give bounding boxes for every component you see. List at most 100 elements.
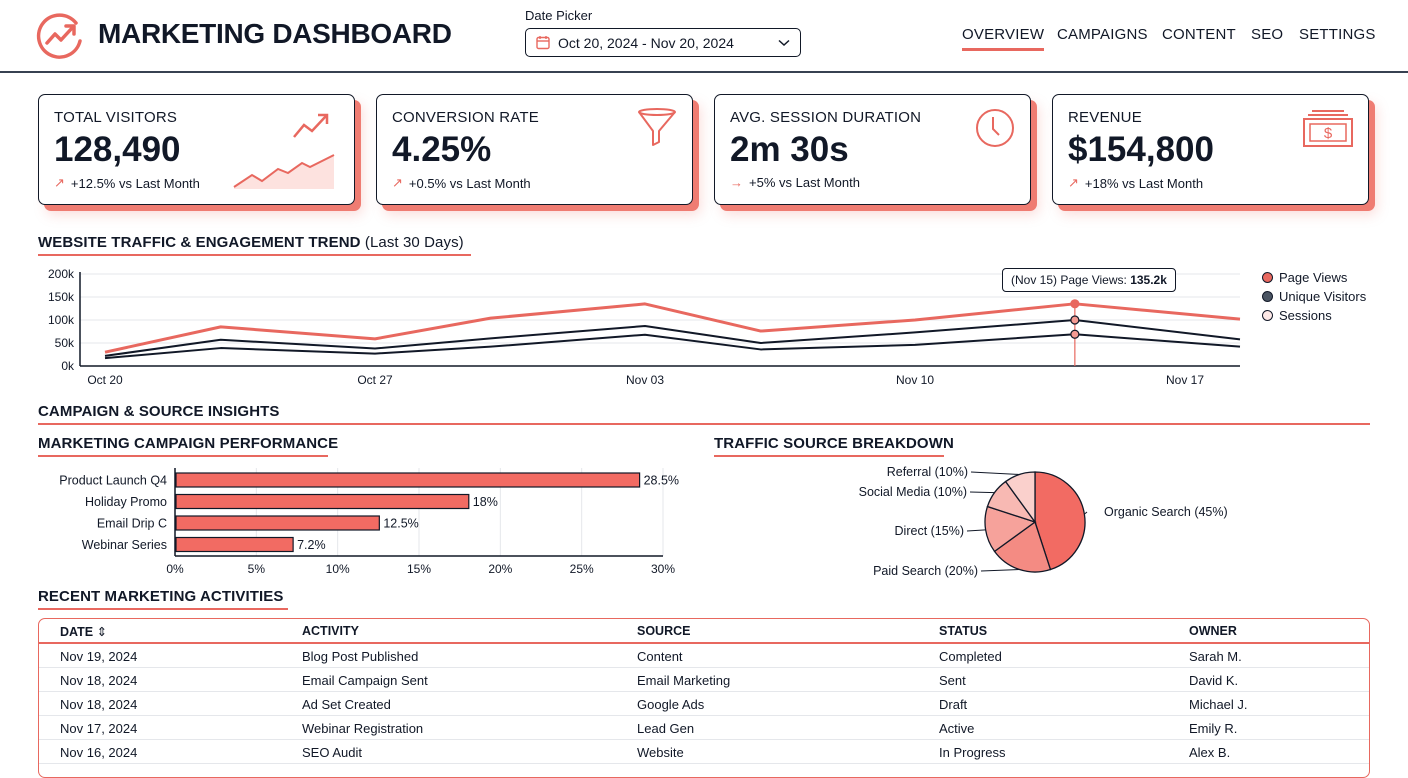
- bar-value-label: 12.5%: [383, 517, 418, 531]
- column-header-date[interactable]: DATE ⇕: [60, 624, 107, 639]
- pie-leader-line: [970, 471, 1020, 475]
- legend-swatch: [1262, 310, 1273, 321]
- kpi-change: +5% vs Last Month: [749, 175, 860, 190]
- pie-label: Paid Search (20%): [873, 564, 978, 578]
- series-line-unique-visitors: [104, 319, 1241, 357]
- cell-source: Website: [637, 745, 684, 760]
- cell-owner: Alex B.: [1189, 745, 1231, 760]
- traffic-source-pie-chart: Organic Search (45%) Paid Search (20%) Dir…: [859, 465, 1228, 578]
- legend-swatch: [1262, 291, 1273, 302]
- column-label: DATE: [60, 625, 94, 639]
- campaign-bar-chart: 0% 5% 10% 15% 20% 25% 30% Product Launch Q4 28.5…: [59, 468, 679, 576]
- cell-source: Content: [637, 649, 683, 664]
- x-tick-label: 25%: [570, 562, 594, 576]
- y-tick-label: 100k: [48, 313, 75, 327]
- cell-date: Nov 19, 2024: [60, 649, 138, 664]
- cell-status: Completed: [939, 649, 1002, 664]
- legend-label: Page Views: [1279, 270, 1348, 285]
- table-row[interactable]: Nov 16, 2024 SEO Audit Website In Progress A…: [39, 740, 1369, 764]
- table-row[interactable]: Nov 18, 2024 Email Campaign Sent Email Mar…: [39, 668, 1369, 692]
- pie-leader-line: [966, 529, 986, 532]
- cell-date: Nov 17, 2024: [60, 721, 138, 736]
- clock-icon: [976, 109, 1014, 147]
- cell-activity: Webinar Registration: [302, 721, 424, 736]
- date-picker[interactable]: Oct 20, 2024 - Nov 20, 2024: [525, 28, 801, 57]
- pie-leader-line: [1084, 511, 1088, 515]
- kpi-value: 2m 30s: [730, 130, 849, 169]
- bar-value-label: 28.5%: [644, 474, 679, 488]
- column-header-source[interactable]: SOURCE: [637, 624, 691, 638]
- kpi-card-total-visitors: TOTAL VISITORS 128,490 ↗ +12.5% vs Last M…: [38, 94, 355, 205]
- cell-source: Google Ads: [637, 697, 705, 712]
- legend-item-sessions[interactable]: Sessions: [1262, 306, 1366, 325]
- tooltip-label: (Nov 15) Page Views:: [1011, 273, 1127, 287]
- trend-up-icon: [233, 113, 335, 189]
- nav-seo[interactable]: SEO: [1251, 26, 1284, 43]
- y-tick-label: 0k: [61, 359, 75, 373]
- section-underline: [38, 254, 471, 256]
- bar-category-label: Webinar Series: [82, 538, 167, 552]
- kpi-value: 128,490: [54, 130, 181, 169]
- pie-label: Organic Search (45%): [1104, 505, 1228, 519]
- trend-section-title: WEBSITE TRAFFIC & ENGAGEMENT TREND (Last…: [38, 234, 464, 251]
- arrow-up-right-icon: ↗: [54, 175, 65, 190]
- date-picker-label: Date Picker: [525, 8, 593, 23]
- x-tick-label: 10%: [326, 562, 350, 576]
- cell-status: In Progress: [939, 745, 1006, 760]
- table-row[interactable]: Nov 18, 2024 Ad Set Created Google Ads Draf…: [39, 692, 1369, 716]
- kpi-value: 4.25%: [392, 130, 492, 169]
- section-underline: [38, 608, 288, 610]
- kpi-change: +0.5% vs Last Month: [408, 175, 531, 191]
- table-row[interactable]: Nov 17, 2024 Webinar Registration Lead Gen…: [39, 716, 1369, 740]
- pie-leader-line: [980, 569, 1020, 572]
- cell-date: Nov 16, 2024: [60, 745, 138, 760]
- nav-campaigns[interactable]: CAMPAIGNS: [1057, 26, 1148, 43]
- bar: [175, 515, 380, 531]
- x-tick-label: Oct 20: [87, 373, 123, 387]
- x-tick-label: 15%: [407, 562, 431, 576]
- svg-text:$: $: [1324, 125, 1333, 142]
- activities-title: RECENT MARKETING ACTIVITIES: [38, 588, 284, 605]
- sort-icon[interactable]: ⇕: [96, 625, 108, 639]
- kpi-label: AVG. SESSION DURATION: [730, 109, 922, 126]
- cell-status: Draft: [939, 697, 968, 712]
- cell-source: Email Marketing: [637, 673, 731, 688]
- legend-item-unique-visitors[interactable]: Unique Visitors: [1262, 287, 1366, 306]
- bar-category-label: Holiday Promo: [85, 495, 167, 509]
- series-line-sessions: [104, 333, 1241, 360]
- kpi-card-revenue: REVENUE $154,800 ↗ +18% vs Last Month $: [1052, 94, 1369, 205]
- insights-section-title: CAMPAIGN & SOURCE INSIGHTS: [38, 403, 280, 420]
- cell-activity: Email Campaign Sent: [302, 673, 428, 688]
- cell-date: Nov 18, 2024: [60, 697, 138, 712]
- bar-value-label: 7.2%: [297, 538, 326, 552]
- cell-source: Lead Gen: [637, 721, 695, 736]
- cell-status: Sent: [939, 673, 966, 688]
- column-header-owner[interactable]: OWNER: [1189, 624, 1237, 638]
- pie-leader-line: [969, 491, 995, 494]
- pie-slice: [993, 520, 1052, 573]
- kpi-change: +12.5% vs Last Month: [70, 175, 200, 191]
- chart-tooltip: (Nov 15) Page Views: 135.2k: [1002, 268, 1176, 292]
- column-header-activity[interactable]: ACTIVITY: [302, 624, 359, 638]
- trend-legend: Page Views Unique Visitors Sessions: [1262, 268, 1366, 325]
- tooltip-value: 135.2k: [1130, 273, 1167, 287]
- header-divider: [0, 71, 1408, 73]
- x-tick-label: Oct 27: [357, 373, 393, 387]
- x-tick-label: 5%: [248, 562, 266, 576]
- nav-settings[interactable]: SETTINGS: [1299, 26, 1376, 43]
- page-title: MARKETING DASHBOARD: [98, 18, 452, 49]
- data-point: [1070, 299, 1080, 309]
- section-underline: [38, 455, 328, 457]
- x-tick-label: 30%: [651, 562, 675, 576]
- cell-activity: Blog Post Published: [302, 649, 419, 664]
- nav-overview[interactable]: OVERVIEW: [962, 26, 1045, 51]
- legend-item-page-views[interactable]: Page Views: [1262, 268, 1366, 287]
- kpi-card-conversion-rate: CONVERSION RATE 4.25% ↗ +0.5% vs Last Mon…: [376, 94, 693, 205]
- table-row[interactable]: Nov 19, 2024 Blog Post Published Content Co…: [39, 644, 1369, 668]
- nav-content[interactable]: CONTENT: [1162, 26, 1236, 43]
- column-header-status[interactable]: STATUS: [939, 624, 988, 638]
- activities-table: DATE ⇕ ACTIVITY SOURCE STATUS OWNER Nov …: [38, 618, 1370, 778]
- kpi-label: CONVERSION RATE: [392, 109, 539, 126]
- x-tick-label: Nov 10: [896, 373, 934, 387]
- traffic-trend-chart: 0k 50k 100k 150k 200k Oct 20 Oct 27 Nov 03 Nov 1…: [48, 267, 1241, 387]
